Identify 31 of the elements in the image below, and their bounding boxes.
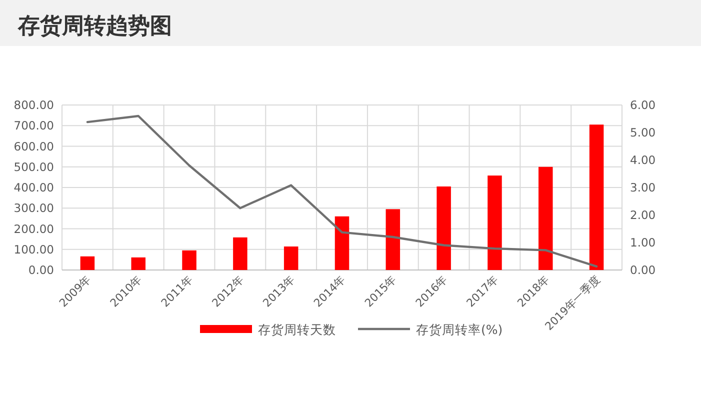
- bar: [488, 176, 502, 270]
- chart-title: 存货周转趋势图: [17, 14, 172, 39]
- y-tick-label: 600.00: [14, 139, 54, 154]
- bar: [386, 209, 400, 270]
- y2-tick-label: 4.00: [630, 153, 656, 167]
- bar: [182, 250, 196, 270]
- legend-label: 存货周转天数: [258, 322, 336, 337]
- y2-tick-label: 3.00: [630, 180, 656, 194]
- bar: [233, 237, 248, 270]
- y-tick-label: 800.00: [14, 98, 54, 112]
- bar: [80, 256, 95, 270]
- y-tick-label: 700.00: [14, 118, 54, 133]
- y-tick-label: 500.00: [14, 160, 54, 174]
- legend-label: 存货周转率(%): [416, 322, 503, 337]
- y2-tick-label: 0.00: [630, 263, 656, 277]
- y-tick-label: 300.00: [14, 201, 54, 216]
- y2-tick-label: 2.00: [630, 208, 656, 222]
- y-tick-label: 200.00: [14, 222, 54, 236]
- y-tick-label: 100.00: [14, 242, 54, 256]
- bar: [284, 246, 298, 270]
- y2-tick-label: 5.00: [630, 126, 656, 140]
- bar: [436, 186, 451, 270]
- line-series: [86, 114, 598, 268]
- bar: [589, 124, 604, 270]
- y-tick-label: 0.00: [28, 263, 54, 277]
- bar: [538, 166, 553, 270]
- y-tick-label: 400.00: [14, 180, 54, 194]
- bar: [334, 216, 350, 270]
- y2-tick-label: 1.00: [630, 236, 656, 250]
- y2-tick-label: 6.00: [630, 98, 656, 112]
- bar: [131, 257, 146, 270]
